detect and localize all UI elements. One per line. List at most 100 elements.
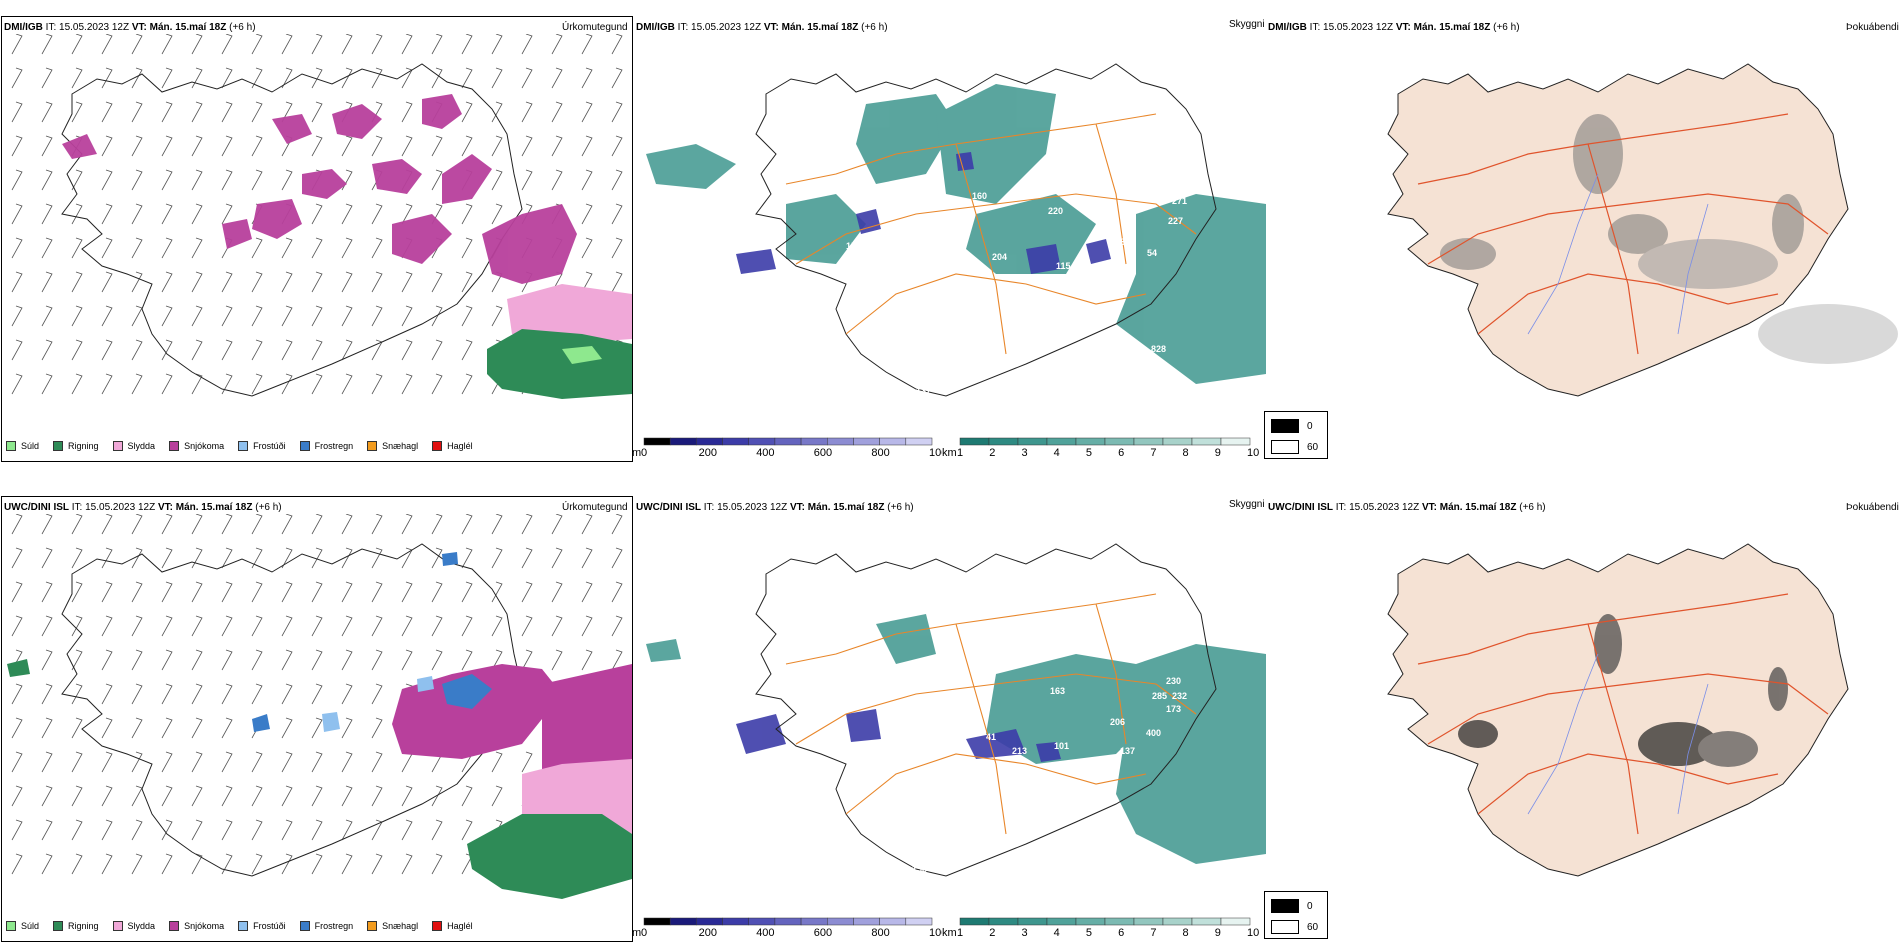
wind-barb: [371, 717, 383, 739]
wind-barb: [521, 34, 533, 55]
cloud-base-label: 204: [992, 252, 1007, 262]
wind-barb: [611, 271, 623, 293]
precip-legend-item: Snjókoma: [169, 441, 224, 451]
wind-barb: [311, 853, 323, 875]
wind-barb: [311, 785, 323, 807]
wind-barb: [581, 649, 593, 671]
wind-barb: [581, 34, 593, 55]
legend-swatch: [432, 921, 443, 931]
fog-legend-item: 60: [1271, 440, 1318, 454]
legend-swatch: [367, 921, 378, 931]
wind-barb: [611, 101, 623, 123]
wind-barb: [401, 615, 413, 637]
legend-swatch: [169, 921, 180, 931]
wind-barb: [11, 615, 23, 637]
wind-barb: [461, 67, 473, 89]
cloud-base-label: 400: [1146, 728, 1161, 738]
wind-barb: [221, 34, 233, 55]
colorbar-segment: [1075, 917, 1106, 926]
vis-areas: [646, 614, 1266, 864]
colorbar-unit: km: [942, 447, 957, 459]
wind-barb: [341, 547, 353, 569]
wind-barb: [461, 237, 473, 259]
wind-barb: [101, 547, 113, 569]
wind-barb: [191, 683, 203, 705]
cloud-base-label: 54: [1147, 248, 1157, 258]
wind-barb: [191, 169, 203, 191]
wind-barb: [551, 547, 563, 569]
wind-barb: [191, 305, 203, 327]
wind-barb: [251, 305, 263, 327]
colorbar-tick: 0: [641, 447, 647, 459]
wind-barb: [131, 34, 143, 55]
rain-area: [487, 329, 632, 399]
wind-barb: [221, 581, 233, 603]
panel-title-precip-row1: Úrkomutegund: [562, 22, 628, 33]
wind-barb: [191, 237, 203, 259]
precip-panel-frame-row2: [1, 496, 633, 942]
iceland-outline: [61, 543, 523, 877]
wind-barb: [251, 271, 263, 293]
wind-barb: [431, 135, 443, 157]
wind-barb: [581, 169, 593, 191]
colorbar-segment: [853, 437, 880, 446]
wind-barb: [41, 853, 53, 875]
fog-roads: [1417, 593, 1829, 835]
wind-barb: [491, 581, 503, 603]
cloud-base-label: 116: [931, 381, 946, 391]
wind-barb: [611, 547, 623, 569]
wind-barb: [11, 853, 23, 875]
wind-barb: [161, 271, 173, 293]
wind-barb: [311, 237, 323, 259]
legend-swatch: [6, 921, 16, 931]
wind-barb: [281, 819, 293, 841]
wind-barb: [71, 819, 83, 841]
wind-barb: [521, 135, 533, 157]
wind-barb: [251, 67, 263, 89]
wind-barb: [221, 339, 233, 361]
colorbar-segment: [959, 917, 990, 926]
colorbar-tick: 8: [1183, 447, 1189, 459]
wind-barb: [191, 339, 203, 361]
legend-swatch: [112, 441, 123, 451]
wind-barb: [521, 67, 533, 89]
wind-barb: [131, 751, 143, 773]
cloud-base-label: 271: [1172, 196, 1187, 206]
colorbar-segment: [643, 917, 671, 926]
colorbar-tick: 200: [699, 447, 717, 459]
wind-barb: [431, 169, 443, 191]
wind-barb: [191, 34, 203, 55]
wind-barb: [401, 819, 413, 841]
cloud-base-label: 220: [1048, 206, 1063, 216]
fog-swatch: [1271, 920, 1299, 934]
wind-barb: [251, 169, 263, 191]
colorbar-segment: [1104, 917, 1135, 926]
wind-barb: [581, 615, 593, 637]
wind-barb: [101, 34, 113, 55]
wind-barb: [161, 853, 173, 875]
panel-title-fog-row2: Þokuábendi: [1846, 502, 1899, 513]
wind-barb: [371, 373, 383, 395]
wind-barb: [41, 615, 53, 637]
wind-barb: [521, 514, 533, 535]
wind-barb: [161, 785, 173, 807]
wind-barb: [611, 581, 623, 603]
wind-barb: [251, 853, 263, 875]
wind-barb: [311, 203, 323, 225]
colorbar-segment: [669, 917, 697, 926]
wind-barb: [401, 581, 413, 603]
wind-barb: [161, 237, 173, 259]
wind-barb: [71, 305, 83, 327]
wind-barb: [581, 581, 593, 603]
wind-barb: [161, 514, 173, 535]
wind-barb: [71, 237, 83, 259]
cloud-base-label: 137: [1120, 746, 1135, 756]
rain-area: [7, 659, 632, 899]
wind-barb: [191, 581, 203, 603]
wind-barb: [41, 169, 53, 191]
wind-barb: [251, 751, 263, 773]
panel-title-precip-row2: Úrkomutegund: [562, 502, 628, 513]
wind-barb: [161, 339, 173, 361]
cloud-base-label: 137: [946, 239, 961, 249]
wind-barb: [221, 135, 233, 157]
